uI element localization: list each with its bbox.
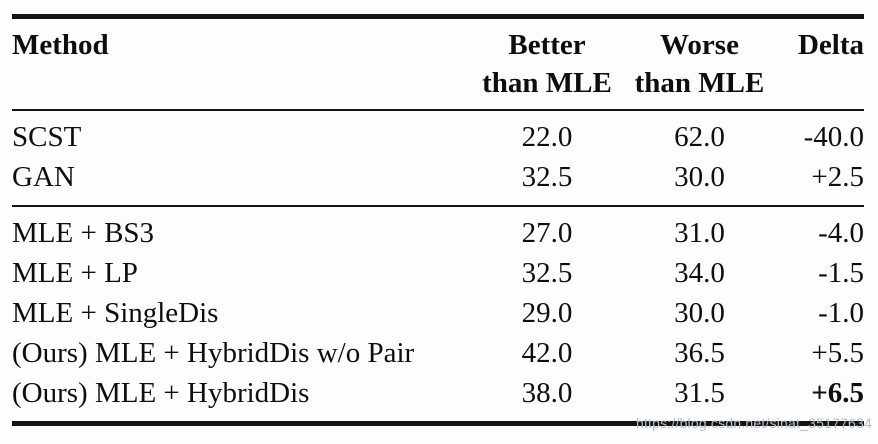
delta-cell: +2.5 [811, 161, 864, 193]
table-row: GAN 32.5 30.0 +2.5 [12, 157, 864, 197]
group-separator-rule [12, 205, 864, 207]
table-row: (Ours) MLE + HybridDis w/o Pair 42.0 36.… [12, 333, 864, 373]
table-row: MLE + LP 32.5 34.0 -1.5 [12, 253, 864, 293]
header-separator-rule [12, 109, 864, 111]
delta-cell: +5.5 [811, 337, 864, 369]
better-cell: 38.0 [521, 377, 573, 409]
method-cell: MLE + BS3 [12, 217, 155, 249]
worse-cell: 34.0 [674, 257, 725, 289]
delta-cell: -4.0 [818, 217, 864, 249]
method-cell: (Ours) MLE + HybridDis w/o Pair [12, 337, 415, 369]
worse-cell: 31.0 [674, 217, 725, 249]
table-header-row: Method Better than MLE Worse than MLE De… [12, 19, 864, 109]
table-row: MLE + BS3 27.0 31.0 -4.0 [12, 213, 864, 253]
header-better-than-mle: Better than MLE [472, 26, 622, 102]
method-cell: MLE + SingleDis [12, 297, 219, 329]
table-group-baselines: SCST 22.0 62.0 -40.0 GAN 32.5 30.0 +2.5 [12, 111, 864, 205]
header-better-line2: than MLE [482, 67, 612, 99]
method-cell: MLE + LP [12, 257, 138, 289]
delta-cell: -1.5 [818, 257, 864, 289]
worse-cell: 36.5 [674, 337, 725, 369]
table-row: SCST 22.0 62.0 -40.0 [12, 117, 864, 157]
better-cell: 42.0 [521, 337, 573, 369]
header-worse-line2: than MLE [634, 67, 765, 99]
method-cell: SCST [12, 121, 82, 153]
better-cell: 22.0 [521, 121, 573, 153]
bottom-rule [12, 421, 864, 426]
header-better-line1: Better [508, 29, 586, 61]
better-cell: 32.5 [521, 161, 573, 193]
delta-cell: -1.0 [818, 297, 864, 329]
header-worse-line1: Worse [660, 29, 739, 61]
better-cell: 29.0 [521, 297, 573, 329]
results-table: Method Better than MLE Worse than MLE De… [12, 14, 864, 426]
better-cell: 32.5 [521, 257, 573, 289]
worse-cell: 62.0 [674, 121, 725, 153]
table-row: (Ours) MLE + HybridDis 38.0 31.5 +6.5 [12, 373, 864, 413]
worse-cell: 30.0 [674, 297, 725, 329]
worse-cell: 30.0 [674, 161, 725, 193]
method-cell: GAN [12, 161, 75, 193]
method-cell: (Ours) MLE + HybridDis [12, 377, 310, 409]
table-row: MLE + SingleDis 29.0 30.0 -1.0 [12, 293, 864, 333]
top-rule [12, 14, 864, 19]
better-cell: 27.0 [521, 217, 573, 249]
delta-cell-best: +6.5 [811, 377, 864, 409]
worse-cell: 31.5 [674, 377, 725, 409]
table-group-mle-variants: MLE + BS3 27.0 31.0 -4.0 MLE + LP 32.5 3… [12, 207, 864, 421]
header-worse-than-mle: Worse than MLE [622, 26, 777, 102]
delta-cell: -40.0 [803, 121, 864, 153]
header-method: Method [12, 29, 109, 61]
csdn-watermark: https://blog.csdn.net/sinat_35177634 [635, 415, 872, 431]
header-delta: Delta [797, 29, 864, 61]
